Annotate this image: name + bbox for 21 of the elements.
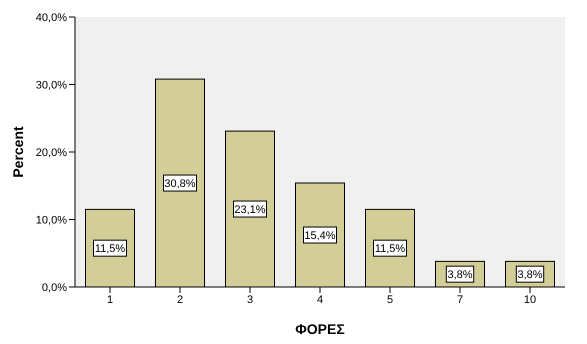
y-tick-label: 10,0% — [36, 214, 68, 226]
data-label: 11,5% — [94, 243, 126, 256]
data-label: 30,8% — [164, 178, 196, 190]
x-tick-label: 10 — [524, 294, 536, 306]
data-label: 3,8% — [447, 269, 473, 282]
y-tick-label: 40,0% — [36, 12, 68, 24]
x-tick-label: 3 — [246, 294, 254, 306]
data-label: 3,8% — [517, 269, 543, 282]
y-tick-label: 30,0% — [36, 79, 68, 92]
x-tick-label: 1 — [106, 294, 114, 306]
x-tick-label: 7 — [456, 294, 464, 306]
data-label: 15,4% — [304, 230, 336, 242]
data-label: 23,1% — [234, 204, 266, 216]
x-tick-label: 5 — [386, 294, 394, 306]
y-axis-title: Percent — [10, 126, 26, 178]
x-tick-label: 4 — [316, 294, 324, 306]
data-label: 11,5% — [374, 243, 406, 256]
x-axis-title: ΦΟΡΕΣ — [295, 321, 345, 337]
y-tick-label: 0,0% — [42, 282, 68, 294]
y-tick-label: 20,0% — [36, 146, 68, 159]
x-tick-label: 2 — [176, 294, 184, 306]
